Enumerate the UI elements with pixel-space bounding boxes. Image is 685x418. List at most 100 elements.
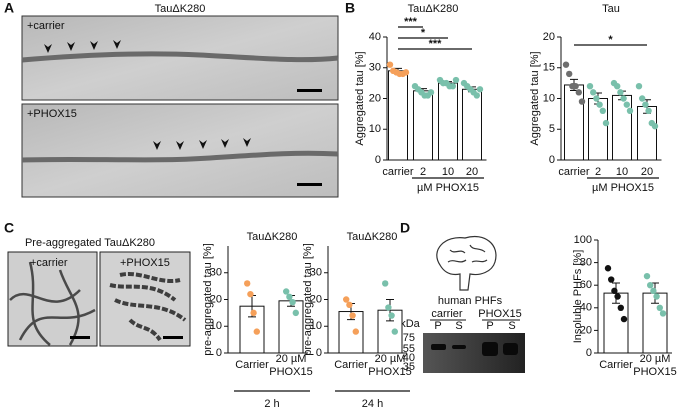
data-point	[476, 86, 484, 93]
y-tick-label: 30	[310, 267, 322, 279]
x-tick-label: 10	[616, 166, 628, 178]
panel-label: B	[345, 0, 355, 16]
y-tick-label: 40	[580, 302, 592, 314]
x-tick-label: Carrier	[334, 359, 368, 371]
data-point	[473, 92, 480, 99]
x-axis-label: 2 h	[264, 398, 279, 410]
data-point	[645, 107, 652, 115]
x-tick-label: 20 µM PHOX15	[269, 353, 312, 378]
data-point	[599, 107, 606, 115]
y-tick-label: 30	[210, 267, 222, 279]
bar	[588, 98, 608, 161]
data-point	[617, 304, 624, 311]
group-label: PHOX15	[478, 308, 521, 320]
lane-label: S	[455, 320, 462, 332]
data-point	[614, 293, 621, 300]
data-point	[626, 107, 634, 115]
y-axis-label: Insoluble PHFs [%]	[572, 250, 584, 344]
data-point	[596, 101, 603, 108]
data-point	[402, 69, 410, 76]
data-point	[382, 280, 389, 287]
y-tick-label: 10	[210, 320, 222, 332]
y-tick-label: 10	[543, 92, 555, 104]
chart-title: TauΔK280	[347, 231, 398, 243]
x-tick-label: 2	[420, 166, 426, 178]
bar	[278, 300, 304, 354]
x-tick-label: 20 µM PHOX15	[633, 353, 676, 378]
bar	[388, 70, 408, 161]
data-point	[452, 76, 460, 84]
significance-label: *	[608, 34, 613, 46]
y-tick-label: 40	[369, 31, 381, 43]
data-point	[653, 293, 660, 300]
bar	[564, 84, 584, 161]
significance-label: ***	[404, 16, 418, 28]
data-point	[635, 83, 643, 90]
y-tick-label: 5	[549, 123, 555, 135]
em-image	[7, 251, 98, 347]
x-tick-label: Carrier	[235, 359, 269, 371]
image-label: +PHOX15	[27, 108, 77, 120]
data-point	[352, 328, 359, 335]
scale-bar	[163, 336, 183, 339]
data-point	[608, 276, 615, 283]
scale-bar	[297, 183, 322, 186]
significance-label: *	[421, 27, 426, 39]
y-axis-label: Aggregated tau [%]	[354, 51, 366, 145]
group-label: carrier	[431, 308, 463, 320]
y-tick-label: 100	[574, 234, 592, 246]
x-tick-label: carrier	[382, 166, 414, 178]
panel-label: D	[400, 220, 410, 236]
lane-label: P	[486, 320, 493, 332]
data-point	[562, 61, 570, 68]
fibrils	[9, 261, 96, 346]
data-point	[283, 288, 290, 295]
bar	[603, 292, 629, 354]
arrowheads	[44, 40, 121, 53]
data-point	[620, 95, 627, 102]
data-point	[643, 272, 651, 280]
blot-bands	[431, 342, 518, 356]
lane-label: S	[508, 320, 515, 332]
x-tick-label: 20	[641, 166, 653, 178]
y-tick-label: 10	[369, 123, 381, 135]
data-point	[617, 89, 624, 96]
marker: 55	[403, 343, 415, 355]
y-axis-label: pre-aggregated tau [%]	[302, 243, 314, 356]
data-point	[614, 83, 621, 90]
data-point	[346, 301, 353, 309]
data-point	[385, 304, 392, 311]
fibril	[21, 150, 339, 163]
bar	[413, 90, 433, 161]
y-tick-label: 30	[369, 62, 381, 74]
x-axis-label: µM PHOX15	[592, 182, 654, 194]
data-point	[391, 328, 398, 335]
data-point	[604, 265, 612, 272]
data-point	[247, 290, 254, 298]
data-point	[253, 328, 260, 335]
x-axis-label: 24 h	[362, 398, 383, 410]
data-point	[250, 309, 257, 317]
panel-label: C	[4, 220, 14, 236]
data-point	[590, 89, 597, 96]
chart-title: TauΔK280	[247, 231, 298, 243]
y-tick-label: 20	[210, 293, 222, 305]
scale-bar	[70, 336, 90, 339]
y-tick-label: 0	[375, 154, 381, 166]
data-point	[292, 309, 299, 317]
y-axis-label: pre-aggregated tau [%]	[202, 243, 214, 356]
data-point	[647, 282, 654, 289]
significance-label: ***	[429, 38, 443, 50]
y-tick-label: 0	[586, 347, 592, 359]
data-point	[586, 83, 594, 90]
data-point	[642, 101, 649, 108]
y-tick-label: 20	[369, 92, 381, 104]
data-point	[566, 70, 573, 78]
data-point	[349, 312, 356, 319]
chart-title: TauΔK280	[408, 3, 459, 15]
data-point	[651, 122, 659, 130]
lane-label: P	[434, 320, 441, 332]
data-point	[388, 312, 395, 319]
